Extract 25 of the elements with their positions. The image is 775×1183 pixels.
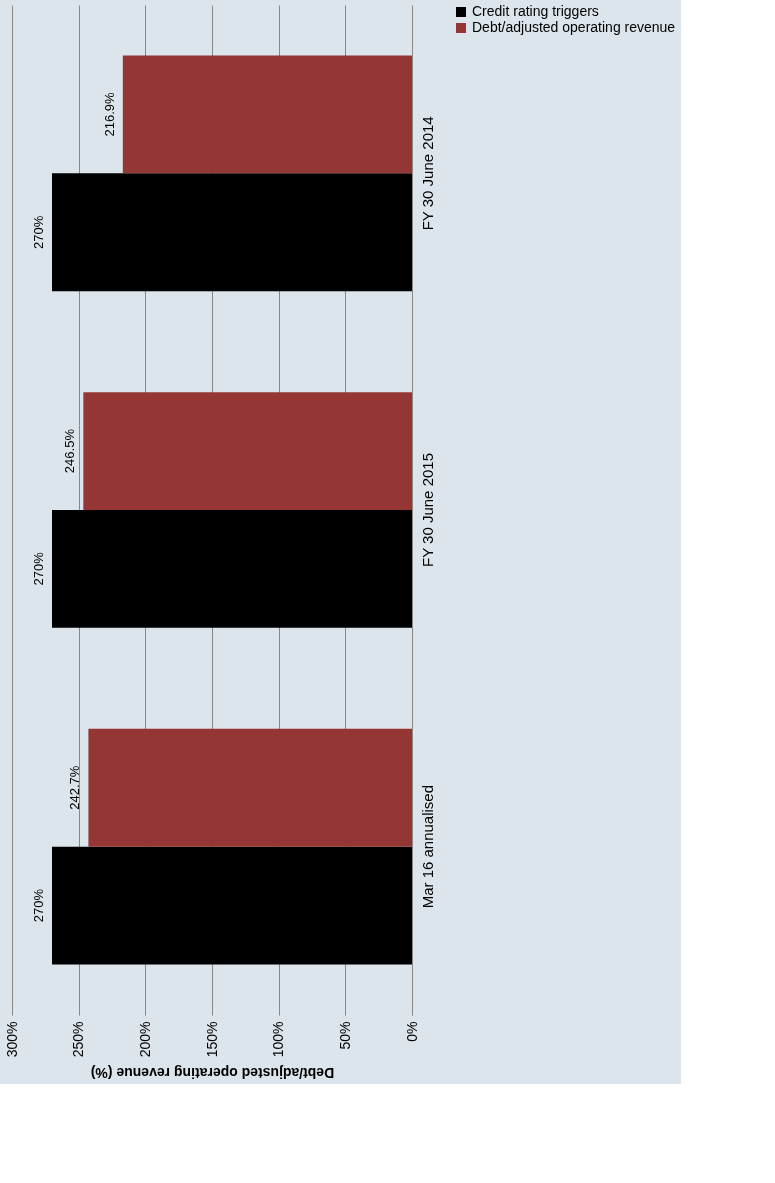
x-tick-label: 50% — [336, 1021, 353, 1050]
x-axis-title: Debt/adjusted operating revenue (%) — [90, 1065, 335, 1082]
x-tick-label: 300% — [3, 1021, 20, 1058]
data-label: 242.7% — [67, 765, 83, 810]
x-tick-label: 200% — [136, 1021, 153, 1058]
y-tick-label: FY 30 June 2014 — [418, 116, 436, 231]
data-label: 270% — [31, 215, 46, 249]
bar — [52, 510, 412, 628]
bar — [83, 392, 412, 510]
x-tick-label: 150% — [203, 1021, 220, 1058]
x-tick-label: 250% — [70, 1021, 87, 1058]
legend-label: Credit rating triggers — [472, 3, 599, 19]
bar — [88, 728, 412, 847]
bar — [122, 55, 412, 174]
x-tick-label: 100% — [270, 1021, 287, 1058]
y-tick-label: Mar 16 annualised — [418, 784, 436, 909]
x-tick-label: 0% — [403, 1021, 420, 1042]
data-label: 216.9% — [101, 91, 117, 137]
legend-label: Debt/adjusted operating revenue — [472, 19, 676, 35]
data-label: 270% — [31, 551, 46, 586]
data-label: 270% — [31, 888, 46, 923]
data-label: 246.5% — [62, 428, 78, 474]
bar — [52, 173, 412, 292]
y-tick-label: FY 30 June 2015 — [418, 453, 436, 567]
bar — [52, 846, 412, 965]
